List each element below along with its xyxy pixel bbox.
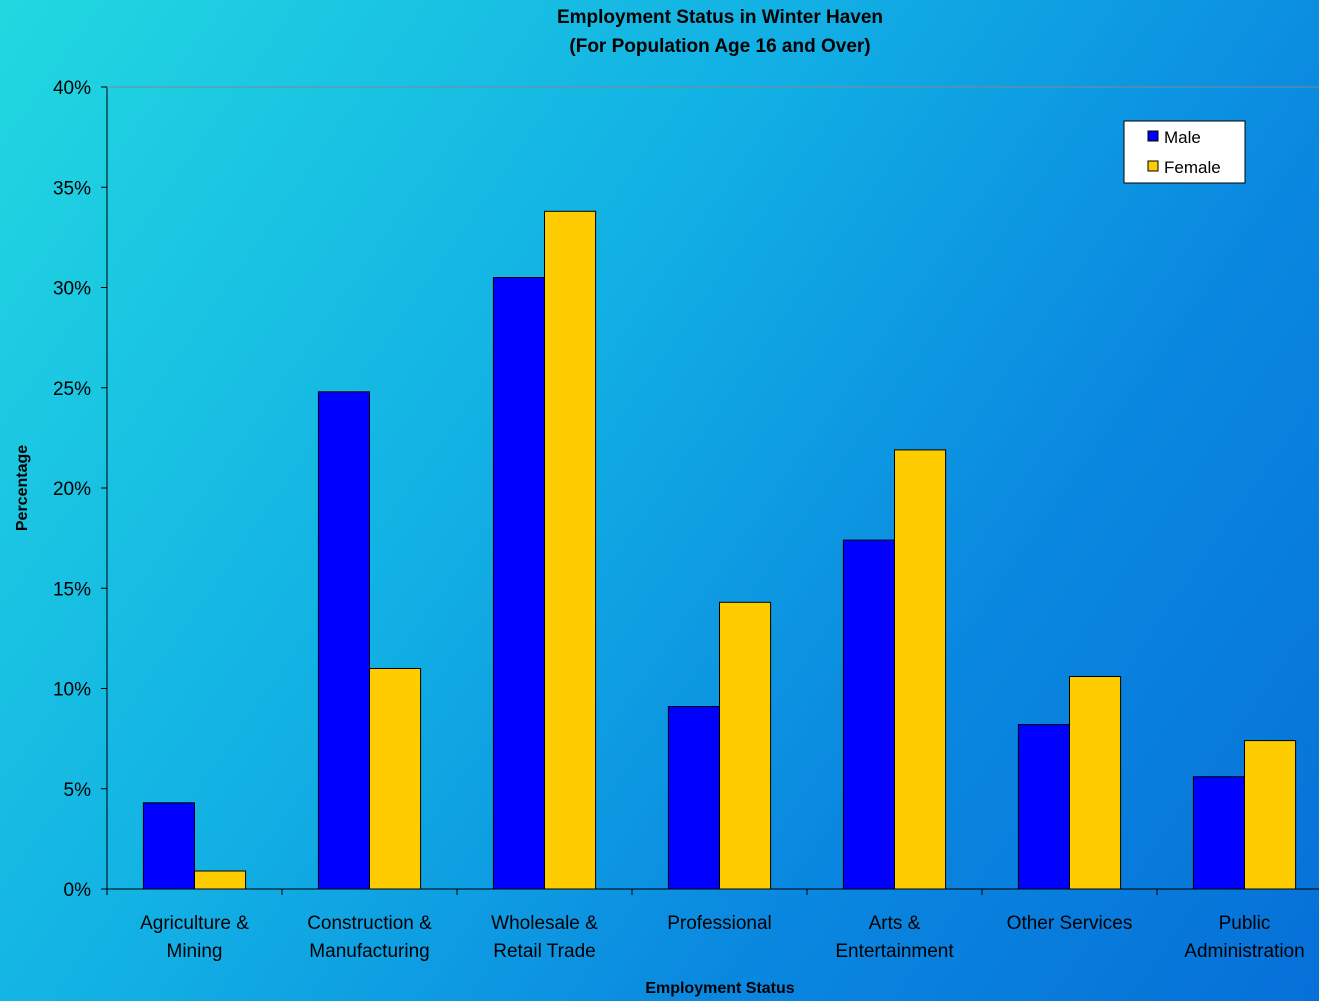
bar-male	[492, 277, 545, 890]
bar-female	[194, 870, 247, 890]
x-tick-label: Public	[1219, 913, 1271, 934]
bar-female	[369, 668, 422, 890]
bar-male	[1192, 776, 1246, 890]
y-tick-label: 10%	[53, 680, 91, 701]
y-tick-label: 0%	[64, 880, 92, 901]
axes: 0% 5% 10% 15% 20% 25% 30% 35% 40%	[53, 78, 1319, 901]
bar-male	[142, 802, 195, 890]
x-tick-label: Construction &	[307, 913, 432, 934]
x-tick-label: Retail Trade	[493, 941, 595, 962]
x-tick-label: Other Services	[1007, 913, 1133, 934]
y-tick-label: 40%	[53, 78, 91, 99]
bar-female	[1244, 740, 1297, 890]
bar-female	[544, 210, 597, 890]
x-tick-label: Wholesale &	[491, 913, 598, 934]
x-tick-label: Entertainment	[835, 941, 954, 962]
x-tick-label: Administration	[1184, 941, 1304, 962]
x-tick-label: Mining	[167, 941, 223, 962]
bar-male	[1017, 724, 1071, 890]
x-axis-title: Employment Status	[645, 980, 794, 997]
bar-male	[667, 706, 721, 890]
legend-box	[1123, 120, 1246, 184]
x-tick-label: Agriculture &	[140, 913, 249, 934]
y-tick-label: 20%	[53, 479, 91, 500]
chart-title: Employment Status in Winter Haven	[557, 7, 883, 28]
legend-label-male: Male	[1164, 128, 1201, 147]
chart-subtitle: (For Population Age 16 and Over)	[569, 36, 870, 57]
y-tick-label: 30%	[53, 279, 91, 300]
y-axis-title: Percentage	[14, 445, 31, 531]
legend: Male Female	[1123, 120, 1246, 184]
bar-female	[719, 601, 772, 890]
bars	[142, 210, 1297, 890]
bar-male	[317, 391, 370, 890]
x-tick-label: Professional	[667, 913, 772, 934]
legend-swatch-male	[1147, 130, 1159, 142]
bar-male	[842, 539, 896, 890]
bar-female	[894, 449, 947, 890]
x-tick-label: Manufacturing	[309, 941, 429, 962]
legend-label-female: Female	[1164, 158, 1221, 177]
y-tick-label: 35%	[53, 178, 91, 199]
bar-female	[1069, 676, 1122, 890]
x-tick-labels: Agriculture & Mining Construction & Manufac…	[140, 913, 1305, 962]
y-tick-label: 5%	[64, 780, 92, 801]
y-tick-label: 15%	[53, 579, 91, 600]
x-tick-label: Arts &	[869, 913, 921, 934]
legend-swatch-female	[1147, 160, 1159, 172]
y-tick-label: 25%	[53, 379, 91, 400]
